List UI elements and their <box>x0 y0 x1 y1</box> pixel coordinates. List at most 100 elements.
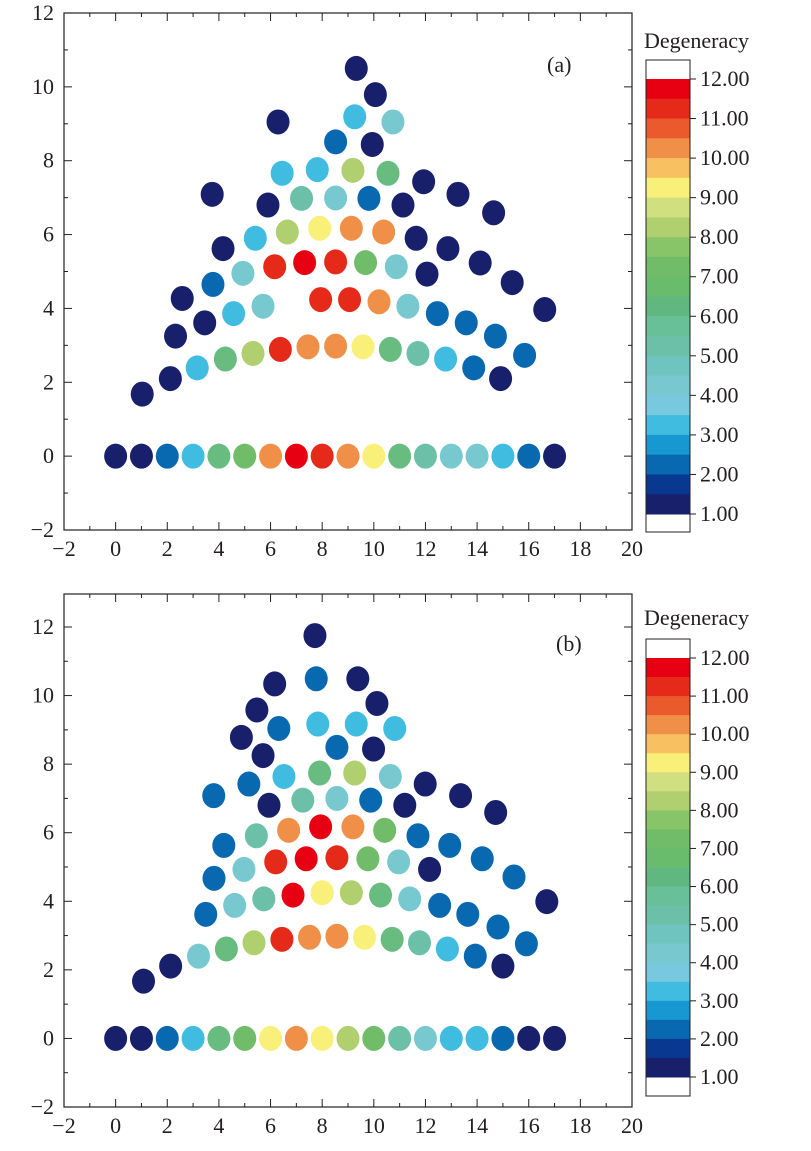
data-point <box>305 157 329 183</box>
data-point <box>211 236 235 262</box>
data-point <box>357 185 381 211</box>
x-tick-label: 18 <box>569 536 591 561</box>
colorbar-band <box>646 696 690 716</box>
data-point <box>435 936 459 962</box>
data-point <box>341 814 365 840</box>
data-point <box>243 225 267 251</box>
data-point <box>202 865 226 891</box>
panel-label: (b) <box>556 631 582 656</box>
data-point <box>491 1025 515 1051</box>
data-point <box>517 1025 541 1051</box>
data-point <box>339 215 363 241</box>
panel-b: −2 0 2 4 6 8 10 12 14 16 18 20 −2 0 2 4 6 8 10 12 (b) Degener… <box>31 593 750 1138</box>
data-point <box>270 160 294 186</box>
data-point <box>245 697 269 723</box>
data-point <box>462 355 486 381</box>
data-point <box>468 250 492 276</box>
data-point <box>129 1025 153 1051</box>
colorbar-tick-label: 6.00 <box>700 874 739 899</box>
colorbar-band <box>646 256 690 278</box>
colorbar-tick-label: 11.00 <box>700 683 749 708</box>
data-point <box>325 734 349 760</box>
data-point <box>129 443 153 469</box>
colorbar-band <box>646 118 690 139</box>
colorbar-band <box>646 177 690 199</box>
x-tick-label: 12 <box>414 536 436 561</box>
x-tick-label: 16 <box>518 536 540 561</box>
data-point <box>513 342 537 368</box>
y-tick-label: 12 <box>32 614 54 639</box>
data-point <box>387 849 411 875</box>
data-point <box>284 1025 308 1051</box>
data-point <box>383 715 407 741</box>
data-point <box>353 924 377 950</box>
data-point <box>491 953 515 979</box>
data-point <box>502 864 526 890</box>
data-point <box>465 1025 489 1051</box>
colorbar: Degeneracy 12.00 11.00 10.00 9.00 8.00 7.00 6.0… <box>644 605 750 1097</box>
data-point <box>294 846 318 872</box>
data-point <box>393 792 417 818</box>
colorbar-tick-label: 10.00 <box>700 145 750 170</box>
x-tick-label: 18 <box>569 1113 591 1138</box>
data-point <box>384 254 408 280</box>
colorbar-tick-label: 6.00 <box>700 303 739 328</box>
data-point <box>413 1025 437 1051</box>
data-point <box>207 443 231 469</box>
data-point <box>425 301 449 327</box>
data-point <box>181 443 205 469</box>
colorbar-band <box>646 791 690 811</box>
colorbar: Degeneracy 12.00 11.00 10.00 9.00 8.00 7.00 6.0… <box>644 28 750 533</box>
data-point <box>266 109 290 135</box>
x-tick-label: 8 <box>317 536 328 561</box>
x-tick-label: −2 <box>52 536 75 561</box>
data-point <box>324 185 348 211</box>
data-point <box>439 1025 463 1051</box>
data-point <box>324 249 348 275</box>
x-tick-label: 12 <box>414 1113 436 1138</box>
data-point <box>272 763 296 789</box>
data-point <box>388 443 412 469</box>
panel-a: −2 0 2 4 6 8 10 12 14 16 18 20 −2 0 2 4 6 8 10 12 (a) Degener… <box>31 0 750 561</box>
data-point <box>222 301 246 327</box>
colorbar-band <box>646 1057 690 1078</box>
colorbar-band <box>646 715 690 735</box>
colorbar-band <box>646 316 690 337</box>
colorbar-band <box>646 677 690 697</box>
data-point <box>259 1025 283 1051</box>
colorbar-tick-label: 10.00 <box>700 721 750 746</box>
data-point <box>344 711 368 737</box>
data-point <box>325 923 349 949</box>
data-point <box>482 200 506 226</box>
colorbar-band <box>646 905 690 926</box>
data-point <box>359 787 383 813</box>
y-tick-label: 6 <box>43 820 54 845</box>
data-point <box>155 1025 179 1051</box>
data-point <box>231 260 255 286</box>
y-tick-label: 0 <box>43 443 54 468</box>
colorbar-tick-label: 3.00 <box>700 422 739 447</box>
colorbar-band <box>646 867 690 888</box>
data-point <box>484 799 508 825</box>
data-point <box>212 832 236 858</box>
colorbar-band <box>646 98 690 120</box>
data-point <box>270 926 294 952</box>
colorbar-band <box>646 943 690 964</box>
data-point <box>207 1025 231 1051</box>
data-point <box>263 671 287 697</box>
data-point <box>170 285 194 311</box>
y-tick-label: 4 <box>43 888 54 913</box>
data-point <box>413 771 437 797</box>
x-tick-label: 2 <box>162 1113 173 1138</box>
data-point <box>310 880 334 906</box>
data-point <box>535 889 559 915</box>
data-point <box>491 443 515 469</box>
data-point <box>193 310 217 336</box>
colorbar-band <box>646 829 690 849</box>
data-point <box>200 181 224 207</box>
data-point <box>404 225 428 251</box>
data-point <box>489 366 513 392</box>
data-point <box>281 882 305 908</box>
data-point <box>185 355 209 381</box>
